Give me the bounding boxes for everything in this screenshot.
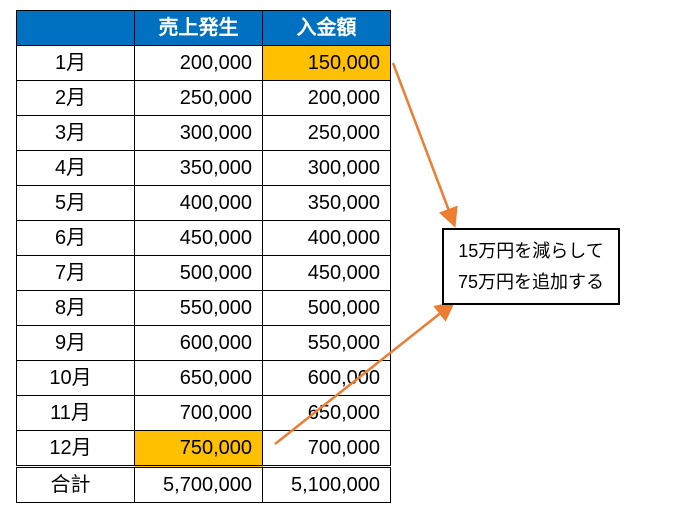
cell-total-deposit: 5,100,000 (263, 467, 391, 503)
cell-sales: 300,000 (135, 116, 263, 151)
cell-sales: 700,000 (135, 396, 263, 431)
cell-sales: 550,000 (135, 291, 263, 326)
cell-deposit: 250,000 (263, 116, 391, 151)
cell-sales: 250,000 (135, 81, 263, 116)
table-row: 6月450,000400,000 (17, 221, 391, 256)
cell-month: 12月 (17, 431, 135, 467)
callout-line2: 75万円を追加する (458, 272, 604, 292)
cell-month: 8月 (17, 291, 135, 326)
callout-line1: 15万円を減らして (458, 241, 603, 261)
cell-deposit: 500,000 (263, 291, 391, 326)
cell-month: 10月 (17, 361, 135, 396)
table-total-row: 合計5,700,0005,100,000 (17, 467, 391, 503)
table-body: 1月200,000150,0002月250,000200,0003月300,00… (17, 46, 391, 503)
cell-deposit: 200,000 (263, 81, 391, 116)
cell-deposit: 350,000 (263, 186, 391, 221)
figure-canvas: 売上発生 入金額 1月200,000150,0002月250,000200,00… (0, 0, 682, 532)
annotation-callout: 15万円を減らして 75万円を追加する (442, 228, 620, 305)
cell-deposit: 450,000 (263, 256, 391, 291)
table-row: 8月550,000500,000 (17, 291, 391, 326)
table-row: 10月650,000600,000 (17, 361, 391, 396)
cell-month: 3月 (17, 116, 135, 151)
table-row: 9月600,000550,000 (17, 326, 391, 361)
cell-month: 6月 (17, 221, 135, 256)
cell-month: 9月 (17, 326, 135, 361)
arrow-from-deposit (393, 63, 454, 224)
header-sales: 売上発生 (135, 11, 263, 46)
cell-deposit: 300,000 (263, 151, 391, 186)
table-header-row: 売上発生 入金額 (17, 11, 391, 46)
table-row: 1月200,000150,000 (17, 46, 391, 81)
cell-deposit: 700,000 (263, 431, 391, 467)
cell-total-label: 合計 (17, 467, 135, 503)
cell-sales: 350,000 (135, 151, 263, 186)
cell-sales: 200,000 (135, 46, 263, 81)
cell-sales: 500,000 (135, 256, 263, 291)
cell-deposit: 150,000 (263, 46, 391, 81)
table-row: 4月350,000300,000 (17, 151, 391, 186)
cell-sales: 400,000 (135, 186, 263, 221)
sales-table: 売上発生 入金額 1月200,000150,0002月250,000200,00… (16, 10, 391, 503)
table-row: 12月750,000700,000 (17, 431, 391, 467)
cell-month: 2月 (17, 81, 135, 116)
cell-month: 1月 (17, 46, 135, 81)
table-row: 7月500,000450,000 (17, 256, 391, 291)
cell-month: 11月 (17, 396, 135, 431)
cell-deposit: 400,000 (263, 221, 391, 256)
cell-total-sales: 5,700,000 (135, 467, 263, 503)
cell-sales: 650,000 (135, 361, 263, 396)
header-deposit: 入金額 (263, 11, 391, 46)
cell-sales: 600,000 (135, 326, 263, 361)
cell-month: 7月 (17, 256, 135, 291)
header-blank (17, 11, 135, 46)
table-row: 5月400,000350,000 (17, 186, 391, 221)
table-row: 2月250,000200,000 (17, 81, 391, 116)
cell-sales: 450,000 (135, 221, 263, 256)
cell-sales: 750,000 (135, 431, 263, 467)
cell-deposit: 600,000 (263, 361, 391, 396)
cell-month: 4月 (17, 151, 135, 186)
cell-month: 5月 (17, 186, 135, 221)
cell-deposit: 550,000 (263, 326, 391, 361)
cell-deposit: 650,000 (263, 396, 391, 431)
table-row: 11月700,000650,000 (17, 396, 391, 431)
table-row: 3月300,000250,000 (17, 116, 391, 151)
